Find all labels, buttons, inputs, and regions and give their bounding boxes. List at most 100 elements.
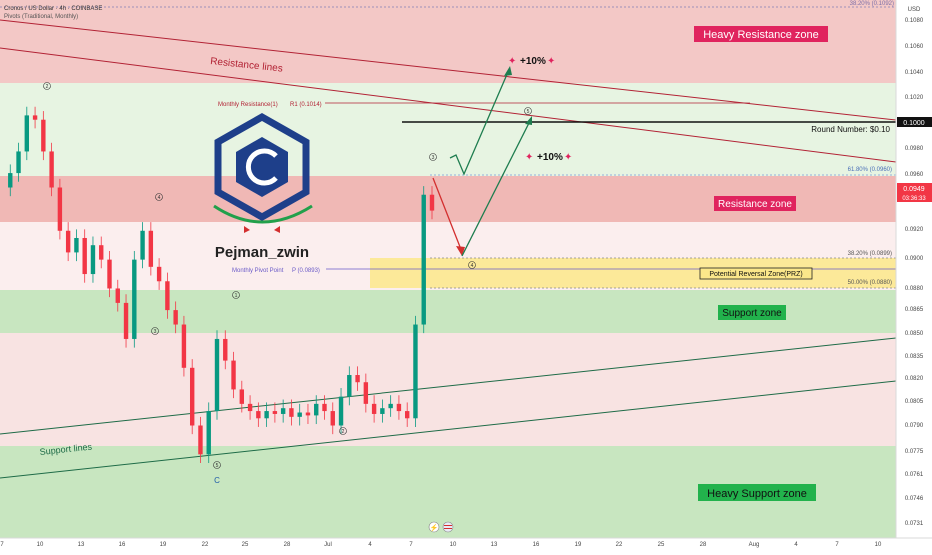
price-tick-label: 0.0731 [905, 521, 924, 527]
time-tick-label: 16 [119, 542, 126, 548]
price-axis-bg[interactable] [896, 0, 932, 538]
candle-body [132, 259, 137, 339]
wave-marker-old4: 4 [155, 193, 163, 201]
wave-marker-c: C [214, 476, 220, 485]
price-tick-label: 0.0920 [905, 227, 924, 233]
projection-path-b [461, 120, 531, 257]
us-flag-icon[interactable] [442, 521, 454, 533]
candle-body [107, 259, 112, 289]
price-tick-label: 0.0761 [905, 472, 924, 478]
candle-body [371, 403, 377, 414]
svg-text:3: 3 [432, 155, 435, 161]
wave-marker-w1: 1 [232, 291, 240, 299]
prz-label-box [699, 267, 813, 280]
support-label: Support zone [722, 308, 782, 319]
time-tick-label: 16 [533, 542, 540, 548]
indicator-title[interactable]: Pivots (Traditional, Monthly) [4, 14, 78, 20]
target-a-rocket-icon: ✦ [508, 56, 516, 67]
monthly-r1-label: Monthly Resistance(1) [218, 102, 278, 108]
fib-382-label: 38.20% (0.0899) [848, 251, 892, 257]
price-tick-label: 0.0835 [905, 354, 924, 360]
price-tick-label: 0.0820 [905, 376, 924, 382]
heavy-resistance-label-box [694, 26, 828, 42]
price-tick-label: 0.0960 [905, 172, 924, 178]
candle-body [404, 411, 410, 419]
price-tick-label: 0.0880 [905, 286, 924, 292]
svg-text:5: 5 [216, 463, 219, 469]
time-tick-label: 4 [794, 542, 798, 548]
candle-body [289, 408, 294, 417]
time-axis-bg[interactable] [0, 538, 932, 550]
candle-body [41, 119, 46, 152]
svg-text:3: 3 [154, 329, 157, 335]
time-tick-label: 19 [575, 542, 582, 548]
candles-group [8, 106, 435, 463]
svg-text:4: 4 [471, 263, 474, 269]
time-tick-label: 19 [160, 542, 167, 548]
current-price-tag [897, 183, 932, 202]
candle-body [413, 324, 418, 419]
candle-body [82, 237, 87, 275]
wave-marker-old3: 3 [151, 327, 159, 335]
wave-marker-w5: 5 [524, 107, 532, 115]
price-tick-label: 0.1080 [905, 18, 924, 24]
svg-text:5: 5 [527, 109, 530, 115]
candle-body [74, 237, 79, 253]
projection-arrowhead-b [525, 116, 532, 125]
candle-body [239, 389, 245, 404]
candle-body [305, 412, 311, 416]
heavy-support-label: Heavy Support zone [707, 488, 807, 500]
price-tick-label: 0.0980 [905, 146, 924, 152]
symbol-title[interactable]: Cronos / US Dollar · 4h · COINBASE [4, 6, 102, 12]
candle-body [256, 411, 261, 419]
event-flag-icon[interactable]: ⚡ [428, 521, 440, 533]
time-tick-label: 7 [409, 542, 413, 548]
time-tick-label: 25 [658, 542, 665, 548]
monthly-r1-value: R1 (0.1014) [290, 102, 322, 108]
monthly-pivot-value: P (0.0893) [292, 268, 320, 274]
wave-marker-w4: 4 [468, 261, 476, 269]
svg-text:1: 1 [235, 293, 238, 299]
price-tick-label: 0.0746 [905, 496, 924, 502]
time-tick-label: 13 [491, 542, 498, 548]
candle-body [347, 375, 352, 397]
author-watermark: Pejman_zwin [215, 244, 309, 261]
price-tick-label: 0.0790 [905, 423, 924, 429]
current-price-value: 0.0949 [903, 186, 925, 193]
time-tick-label: 22 [202, 542, 209, 548]
heavy-resistance-label: Heavy Resistance zone [703, 29, 819, 41]
resistance-line-lower [0, 47, 897, 163]
wave-marker-w3: 3 [429, 153, 437, 161]
time-tick-label: 10 [875, 542, 882, 548]
candle-body [206, 411, 211, 455]
candle-body [165, 281, 170, 311]
time-tick-label: 13 [78, 542, 85, 548]
time-tick-label: 4 [368, 542, 372, 548]
resistance-label-box [714, 196, 796, 211]
wave-marker-old2: 2 [43, 82, 51, 90]
svg-text:2: 2 [46, 84, 49, 90]
target-b-rocket-icon-2: ✦ [564, 152, 572, 163]
resistance-label: Resistance zone [718, 199, 792, 210]
candle-body [24, 115, 30, 152]
projection-down-arrow [432, 177, 463, 253]
candle-body [314, 403, 319, 416]
time-tick-label: 25 [242, 542, 249, 548]
candle-body [16, 151, 21, 174]
price-tick-label: 0.1060 [905, 44, 924, 50]
time-tick-label: Aug [749, 542, 760, 548]
candle-body [115, 288, 120, 303]
time-ticks-group: 7 10 13 16 19 22 25 28 Jul 4 7 10 13 16 19 22 25 28 Aug 4 7 1… [0, 542, 882, 548]
current-price-countdown: 03:36:33 [902, 196, 926, 202]
wave-marker-old5: 5 [213, 461, 221, 469]
time-tick-label: 7 [835, 542, 839, 548]
fib-top-label: 38.20% (0.1092) [850, 1, 894, 7]
price-tick-label: 0.0805 [905, 399, 924, 405]
prz-label: Potential Reversal Zone(PRZ) [709, 271, 802, 278]
candle-body [148, 230, 154, 267]
candle-body [189, 367, 195, 426]
price-tick-label: 0.1020 [905, 95, 924, 101]
round-number-label: Round Number: $0.10 [811, 125, 890, 134]
